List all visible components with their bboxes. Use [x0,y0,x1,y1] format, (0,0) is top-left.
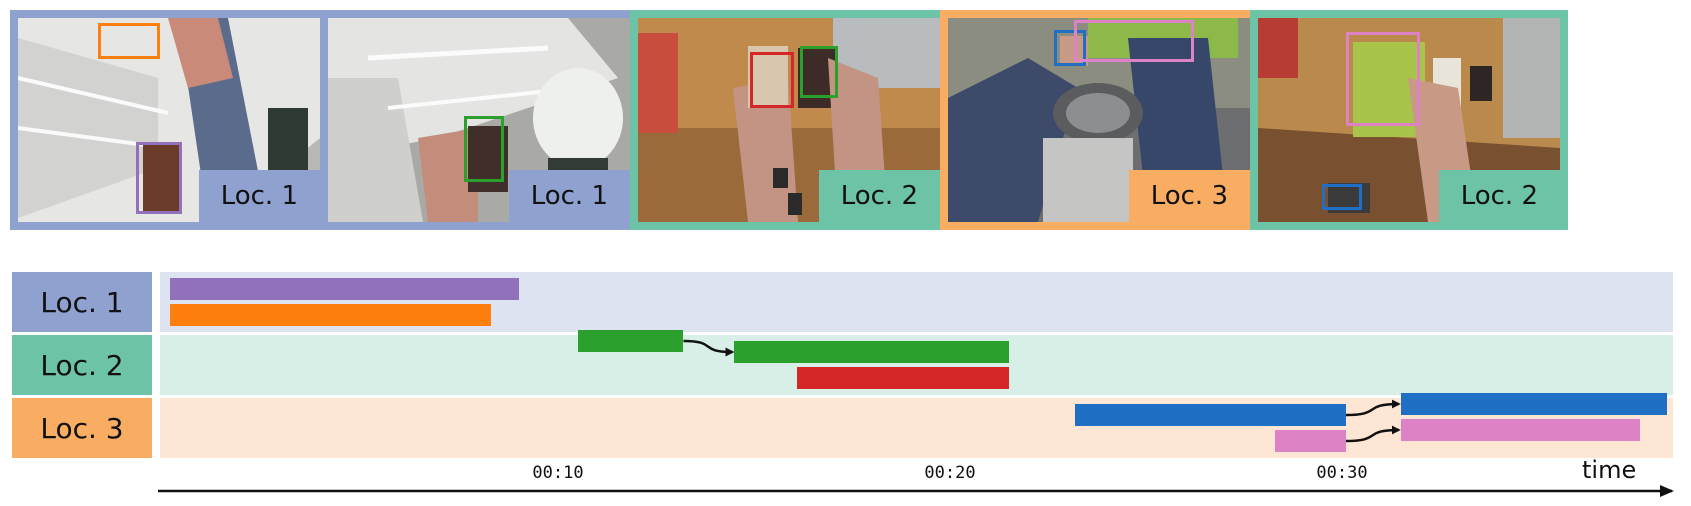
tick-label: 00:20 [924,463,976,483]
video-frame-5: Loc. 2 [1250,10,1568,230]
location-badge: Loc. 3 [1128,170,1250,222]
bbox-purple [136,142,182,214]
activity-bar-red [797,367,1009,389]
activity-bar-pink [1275,430,1346,452]
bbox-blue [1322,184,1362,210]
row-label-loc-2: Loc. 2 [12,335,152,395]
activity-bar-blue [1075,404,1346,426]
bbox-blue [1054,30,1086,66]
location-badge: Loc. 1 [198,170,320,222]
bbox-red [750,52,794,108]
axis-label-time: time [1582,456,1637,484]
tick-label: 00:30 [1316,463,1368,483]
activity-bar-pink [1400,419,1640,441]
frame-scene-fridge [18,18,320,222]
row-label-loc-1: Loc. 1 [12,272,152,332]
activity-bar-green [734,341,1009,363]
activity-bar-orange [169,304,492,326]
location-badge: Loc. 2 [818,170,940,222]
bbox-pink [1346,32,1420,126]
bbox-green [464,116,504,182]
video-frame-2: Loc. 1 [320,10,638,230]
row-label-loc-3: Loc. 3 [12,398,152,458]
location-badge: Loc. 1 [508,170,630,222]
time-axis-arrowhead [1660,485,1674,497]
bbox-pink [1074,20,1194,62]
activity-bar-green [577,330,684,352]
tick-label: 00:10 [532,463,584,483]
frame-scene-fridge-door [328,18,630,222]
video-frame-1: Loc. 1 [10,10,328,230]
activity-bar-purple [169,278,519,300]
location-badge: Loc. 2 [1438,170,1560,222]
video-frame-4: Loc. 3 [940,10,1258,230]
video-frame-3: Loc. 2 [630,10,948,230]
activity-bar-blue [1400,393,1668,415]
bbox-orange [98,23,160,59]
bbox-green [800,46,838,98]
